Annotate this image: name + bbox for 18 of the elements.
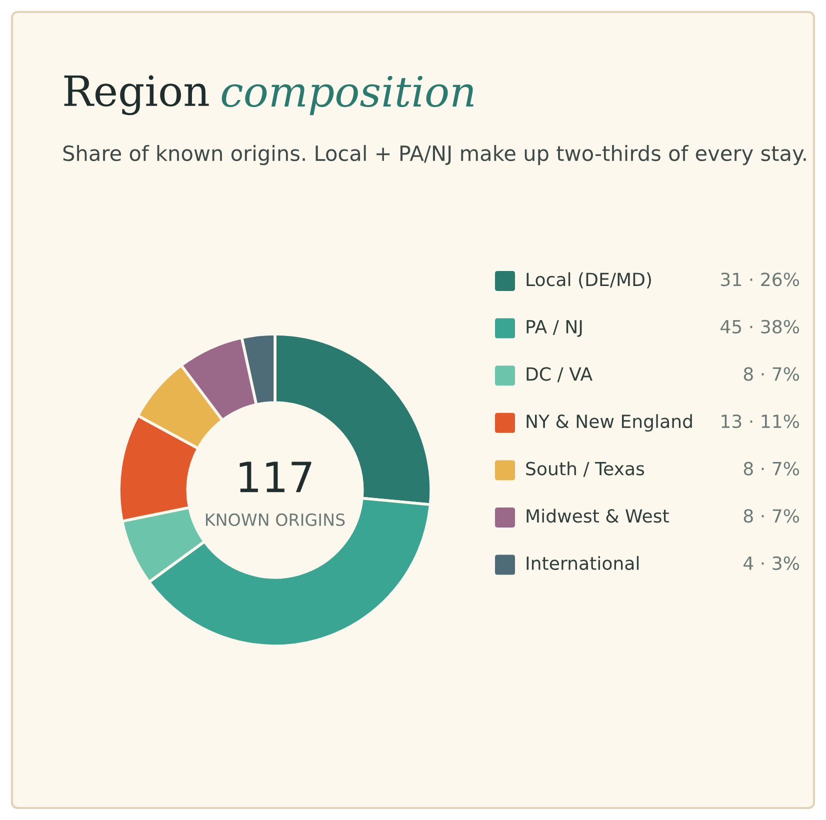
data-label: 8 · 7% xyxy=(744,462,800,476)
data-label: 13 · 11% xyxy=(722,414,800,428)
legend-label: PA / NJ xyxy=(526,320,582,337)
text: 117 xyxy=(240,462,312,492)
text: KNOWN ORIGINS xyxy=(206,513,345,526)
chart-title: Region composition xyxy=(64,75,474,116)
legend-label: International xyxy=(526,556,639,570)
chart-subtitle: Share of known origins. Local + PA/NJ make up two-thirds of every stay. xyxy=(63,145,806,166)
legend-label: Local (DE/MD) xyxy=(526,272,651,288)
data-label: 31 · 26% xyxy=(721,272,800,286)
data-label: 8 · 7% xyxy=(744,509,800,523)
data-label: 45 · 38% xyxy=(720,320,800,334)
data-label: 4 · 3% xyxy=(744,556,800,570)
legend-label: South / Texas xyxy=(526,461,644,477)
legend-label: Midwest & West xyxy=(526,508,669,523)
legend-label: NY & New England xyxy=(526,414,692,432)
legend-label: DC / VA xyxy=(526,367,592,382)
data-label: 8 · 7% xyxy=(744,367,800,381)
